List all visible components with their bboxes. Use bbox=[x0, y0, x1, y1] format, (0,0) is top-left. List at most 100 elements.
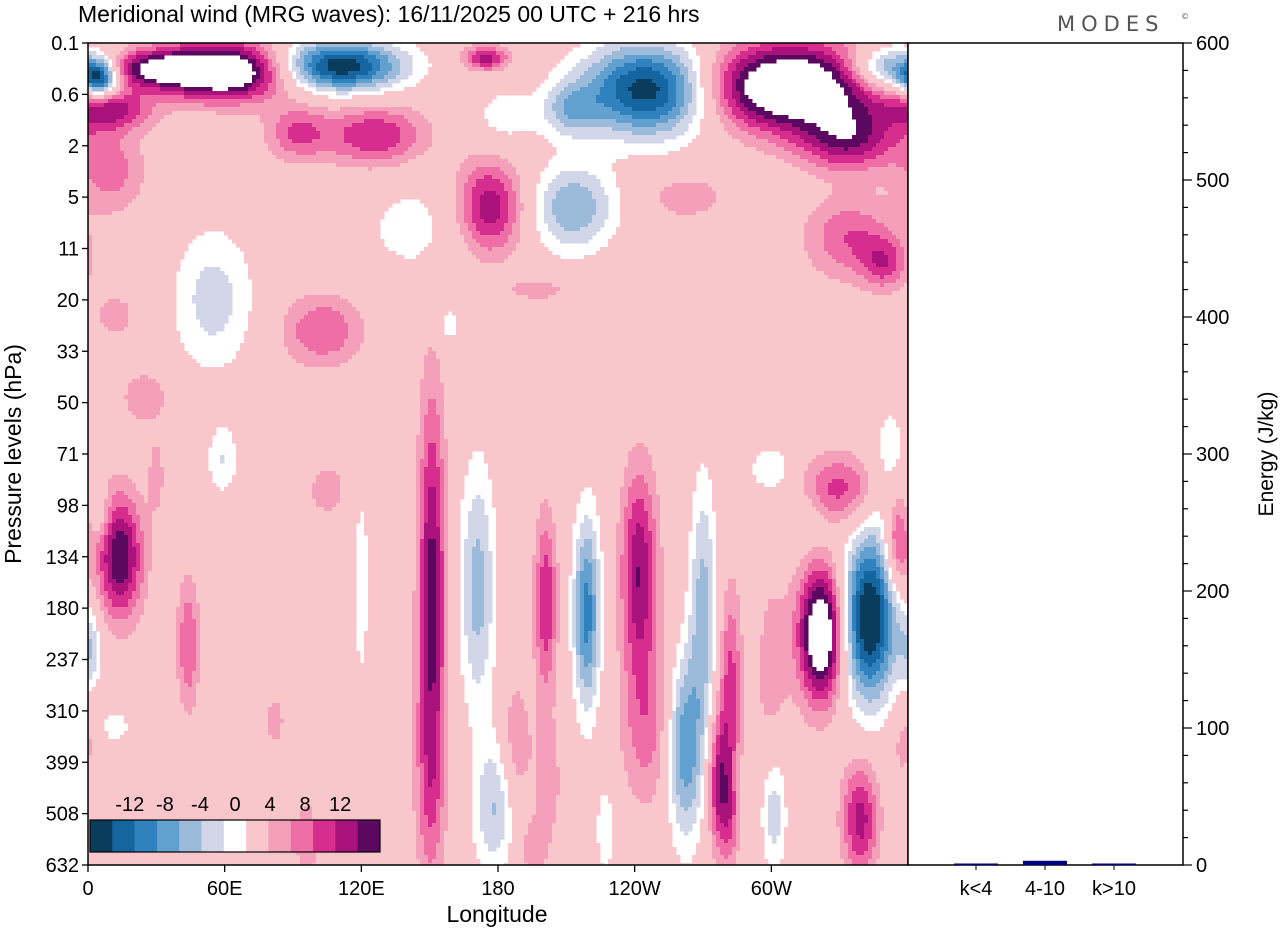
heatmap-cell bbox=[512, 183, 521, 188]
heatmap-cell bbox=[840, 663, 849, 668]
heatmap-cell bbox=[712, 495, 809, 500]
heatmap-cell bbox=[88, 519, 105, 524]
heatmap-cell bbox=[864, 463, 885, 468]
heatmap-cell bbox=[832, 567, 837, 572]
heatmap-cell bbox=[544, 111, 557, 116]
heatmap-cell bbox=[848, 663, 853, 668]
heatmap-cell bbox=[596, 643, 601, 648]
heatmap-cell bbox=[364, 515, 417, 520]
heatmap-cell bbox=[724, 95, 733, 100]
heatmap-cell bbox=[472, 171, 505, 176]
heatmap-cell bbox=[832, 695, 841, 700]
heatmap-cell bbox=[804, 627, 809, 632]
heatmap-cell bbox=[852, 627, 857, 632]
heatmap-cell bbox=[440, 359, 909, 364]
heatmap-cell bbox=[200, 635, 357, 640]
heatmap-cell bbox=[896, 255, 905, 260]
heatmap-cell bbox=[440, 467, 445, 472]
heatmap-cell bbox=[788, 587, 801, 592]
heatmap-cell bbox=[424, 611, 429, 616]
heatmap-cell bbox=[140, 191, 457, 196]
heatmap-cell bbox=[448, 583, 461, 588]
heatmap-cell bbox=[644, 539, 653, 544]
heatmap-cell bbox=[444, 587, 449, 592]
heatmap-cell bbox=[852, 79, 857, 84]
heatmap-cell bbox=[568, 83, 589, 88]
heatmap-cell bbox=[88, 127, 117, 132]
heatmap-cell bbox=[656, 715, 665, 720]
heatmap-cell bbox=[152, 547, 357, 552]
heatmap-cell bbox=[576, 679, 585, 684]
heatmap-cell bbox=[856, 559, 865, 564]
heatmap-cell bbox=[620, 663, 625, 668]
heatmap-cell bbox=[616, 95, 633, 100]
heatmap-cell bbox=[736, 87, 745, 92]
heatmap-cell bbox=[832, 551, 845, 556]
heatmap-cell bbox=[884, 135, 905, 140]
heatmap-cell bbox=[836, 711, 853, 716]
heatmap-cell bbox=[420, 395, 445, 400]
heatmap-cell bbox=[904, 559, 909, 564]
heatmap-cell bbox=[708, 647, 713, 652]
heatmap-cell bbox=[580, 527, 593, 532]
heatmap-cell bbox=[840, 83, 849, 88]
heatmap-cell bbox=[88, 419, 421, 424]
heatmap-cell bbox=[840, 659, 849, 664]
heatmap-cell bbox=[772, 47, 809, 52]
heatmap-cell bbox=[576, 591, 581, 596]
heatmap-cell bbox=[856, 575, 865, 580]
heatmap-cell bbox=[312, 495, 341, 500]
heatmap-cell bbox=[640, 523, 649, 528]
heatmap-cell bbox=[428, 399, 437, 404]
heatmap-cell bbox=[592, 575, 597, 580]
heatmap-cell bbox=[448, 531, 461, 536]
heatmap-cell bbox=[880, 627, 885, 632]
heatmap-cell bbox=[804, 715, 833, 720]
heatmap-cell bbox=[740, 607, 769, 612]
heatmap-cell bbox=[436, 619, 441, 624]
heatmap-cell bbox=[144, 499, 149, 504]
heatmap-cell bbox=[692, 91, 697, 96]
heatmap-cell bbox=[832, 631, 837, 636]
heatmap-cell bbox=[520, 223, 537, 228]
heatmap-cell bbox=[396, 143, 413, 148]
heatmap-cell bbox=[412, 687, 421, 692]
heatmap-cell bbox=[804, 619, 809, 624]
heatmap-cell bbox=[444, 651, 449, 656]
heatmap-cell bbox=[104, 75, 109, 80]
heatmap-cell bbox=[416, 495, 421, 500]
heatmap-cell bbox=[424, 511, 429, 516]
heatmap-cell bbox=[544, 647, 549, 652]
heatmap-cell bbox=[572, 615, 577, 620]
heatmap-cell bbox=[604, 663, 621, 668]
heatmap-cell bbox=[828, 491, 845, 496]
heatmap-cell bbox=[584, 519, 593, 524]
heatmap-cell bbox=[440, 555, 445, 560]
heatmap-cell bbox=[700, 515, 709, 520]
heatmap-cell bbox=[520, 215, 537, 220]
heatmap-cell bbox=[140, 563, 145, 568]
heatmap-cell bbox=[424, 691, 441, 696]
heatmap-cell bbox=[848, 559, 853, 564]
heatmap-cell bbox=[436, 559, 441, 564]
heatmap-cell bbox=[804, 675, 809, 680]
heatmap-cell bbox=[672, 711, 677, 716]
heatmap-cell bbox=[144, 547, 153, 552]
heatmap-cell bbox=[128, 383, 161, 388]
heatmap-cell bbox=[132, 591, 141, 596]
heatmap-cell bbox=[592, 667, 597, 672]
heatmap-cell bbox=[684, 655, 693, 660]
heatmap-cell bbox=[88, 271, 93, 276]
heatmap-cell bbox=[416, 715, 421, 720]
heatmap-cell bbox=[896, 547, 909, 552]
heatmap-cell bbox=[864, 263, 877, 268]
heatmap-cell bbox=[664, 547, 689, 552]
heatmap-cell bbox=[860, 87, 865, 92]
heatmap-cell bbox=[668, 87, 677, 92]
heatmap-cell bbox=[808, 59, 825, 64]
heatmap-cell bbox=[696, 595, 709, 600]
heatmap-cell bbox=[868, 111, 909, 116]
heatmap-cell bbox=[532, 635, 537, 640]
heatmap-cell bbox=[628, 599, 633, 604]
heatmap-cell bbox=[252, 287, 513, 292]
